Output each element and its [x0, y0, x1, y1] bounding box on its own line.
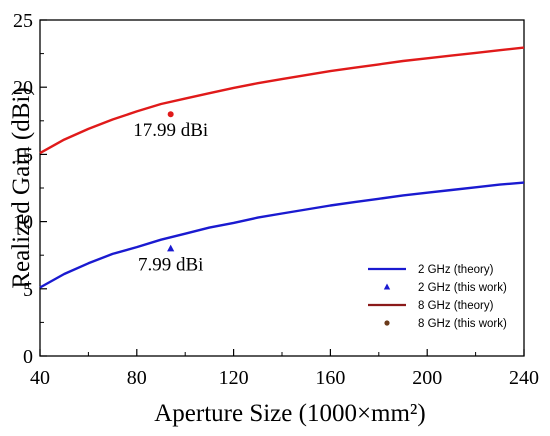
data-point-3 — [167, 111, 174, 118]
annotation-label: 7.99 dBi — [138, 255, 203, 276]
x-tick-label: 80 — [127, 367, 147, 389]
legend-marker-swatch — [384, 320, 390, 326]
y-tick-label: 25 — [13, 10, 33, 32]
x-tick-label: 240 — [509, 367, 539, 389]
x-tick-label: 120 — [219, 367, 249, 389]
series-layer — [39, 46, 525, 289]
data-point-1 — [167, 244, 175, 252]
y-tick-label: 5 — [23, 279, 33, 301]
axes: 40 80 120 160 200 240 0 5 10 15 20 25 — [13, 10, 539, 389]
legend-label: 8 GHz (theory) — [418, 300, 494, 312]
legend-label: 2 GHz (theory) — [418, 264, 494, 276]
legend-marker-swatch — [383, 283, 391, 290]
x-axis-title: Aperture Size (1000×mm²) — [154, 400, 426, 427]
x-tick-label: 40 — [30, 367, 50, 389]
y-axis-title: Realized Gain (dBi) — [8, 87, 35, 288]
y-tick-label: 15 — [13, 144, 33, 166]
series-line-0 — [39, 181, 525, 289]
x-tick-label: 200 — [412, 367, 442, 389]
y-tick-label: 20 — [13, 77, 33, 99]
legend: 2 GHz (theory) 2 GHz (this work) 8 GHz (th… — [368, 264, 507, 330]
legend-label: 2 GHz (this work) — [418, 282, 507, 294]
x-tick-label: 160 — [315, 367, 345, 389]
series-line-2 — [39, 46, 525, 155]
y-tick-label: 0 — [23, 346, 33, 368]
annotations: 17.99 dBi 7.99 dBi — [133, 120, 208, 275]
y-tick-label: 10 — [13, 212, 33, 234]
legend-label: 8 GHz (this work) — [418, 318, 507, 330]
annotation-label: 17.99 dBi — [133, 120, 208, 141]
